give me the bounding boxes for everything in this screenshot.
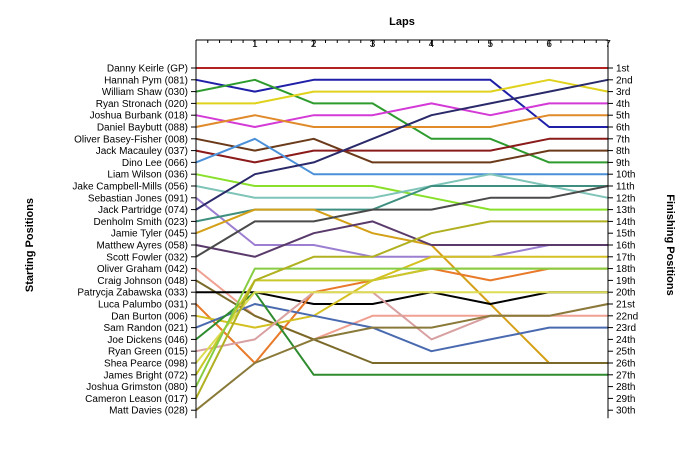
- finish-label: 8th: [616, 146, 630, 157]
- start-label: Jack Macauley (037): [96, 146, 188, 157]
- finish-label: 30th: [616, 406, 635, 417]
- finish-label: 29th: [616, 394, 635, 405]
- series-line-19: [195, 279, 608, 364]
- start-label: Joe Dickens (046): [107, 335, 188, 346]
- lap-label-5: 5: [488, 39, 494, 50]
- start-label: Jake Campbell-Mills (056): [72, 182, 188, 193]
- start-label: Dino Lee (066): [122, 158, 188, 169]
- finish-label: 24th: [616, 335, 635, 346]
- series-line-20: [196, 291, 608, 305]
- finish-label: 19th: [616, 276, 635, 287]
- start-label: Joshua Grimston (080): [86, 382, 188, 393]
- axis-labels: 1 2 3 4 5 6 7 Danny Keirle (GP)Hannah Pym (081)…: [72, 39, 638, 417]
- lap-label-1: 1: [252, 39, 258, 50]
- series-line-15: [195, 208, 608, 364]
- finish-label: 15th: [616, 229, 635, 240]
- series-line-3: [195, 78, 608, 164]
- start-label: William Shaw (030): [102, 87, 188, 98]
- start-label: Jack Partridge (074): [98, 205, 188, 216]
- lap-label-6: 6: [546, 39, 552, 50]
- start-label: Cameron Leason (017): [85, 394, 188, 405]
- finish-label: 21st: [616, 300, 635, 311]
- series-lines: [195, 67, 609, 411]
- start-label: Ryan Green (015): [108, 347, 188, 358]
- series-line-25: [195, 291, 609, 353]
- finish-label: 3rd: [616, 87, 630, 98]
- finish-label: 5th: [616, 111, 630, 122]
- finish-label: 4th: [616, 99, 630, 110]
- start-label: Jamie Tyler (045): [111, 229, 188, 240]
- start-label: Joshua Burbank (018): [90, 111, 188, 122]
- lap-label-7: 7: [605, 39, 611, 50]
- start-label: Danny Keirle (GP): [107, 64, 188, 75]
- series-line-29: [195, 220, 608, 399]
- finish-label: 28th: [616, 382, 635, 393]
- start-label: Matt Davies (028): [109, 406, 188, 417]
- start-label: Shea Pearce (098): [104, 359, 188, 370]
- start-label: Craig Johnson (048): [97, 276, 188, 287]
- finish-label: 16th: [616, 241, 635, 252]
- start-label: Sam Randon (021): [104, 323, 189, 334]
- finish-label: 2nd: [616, 75, 633, 86]
- series-line-28: [195, 267, 608, 388]
- finish-label: 11th: [616, 182, 635, 193]
- start-label: James Bright (072): [104, 370, 188, 381]
- start-label: Daniel Baybutt (088): [97, 123, 188, 134]
- finish-label: 23rd: [616, 323, 636, 334]
- series-line-4: [196, 78, 609, 105]
- left-axis-title: Starting Positions: [24, 198, 36, 292]
- start-label: Ryan Stronach (020): [96, 99, 188, 110]
- lap-label-3: 3: [370, 39, 376, 50]
- series-line-13: [195, 78, 609, 211]
- finish-label: 10th: [616, 170, 635, 181]
- start-label: Sebastian Jones (091): [88, 193, 188, 204]
- finish-label: 9th: [616, 158, 630, 169]
- start-label: Patrycja Zabawska (033): [77, 288, 188, 299]
- finish-label: 26th: [616, 359, 635, 370]
- finish-label: 20th: [616, 288, 635, 299]
- finish-label: 13th: [616, 205, 635, 216]
- series-line-24: [195, 291, 608, 376]
- start-label: Denholm Smith (023): [94, 217, 188, 228]
- start-label: Oliver Graham (042): [97, 264, 188, 275]
- start-label: Oliver Basey-Fisher (008): [74, 134, 188, 145]
- start-label: Matthew Ayres (058): [96, 241, 188, 252]
- finish-label: 6th: [616, 123, 630, 134]
- right-axis-title: Finishing Positions: [664, 194, 676, 295]
- finish-label: 27th: [616, 370, 635, 381]
- finish-label: 14th: [616, 217, 635, 228]
- series-line-11: [195, 173, 609, 199]
- lap-label-2: 2: [311, 39, 317, 50]
- finish-label: 7th: [616, 134, 630, 145]
- series-line-5: [195, 102, 608, 128]
- start-label: Hannah Pym (081): [104, 75, 188, 86]
- finish-label: 18th: [616, 264, 635, 275]
- start-label: Liam Wilson (036): [107, 170, 188, 181]
- finish-label: 22nd: [616, 311, 638, 322]
- lap-label-4: 4: [429, 39, 435, 50]
- series-line-8: [195, 137, 608, 164]
- series-line-9: [195, 137, 608, 176]
- start-label: Luca Palumbo (031): [98, 300, 188, 311]
- axes: [191, 39, 613, 419]
- series-line-2: [195, 78, 608, 128]
- series-line-26: [195, 291, 608, 364]
- series-line-12: [195, 197, 608, 258]
- start-label: Dan Burton (006): [111, 311, 188, 322]
- start-label: Scott Fowler (032): [106, 252, 188, 263]
- series-line-7: [195, 137, 608, 164]
- finish-label: 17th: [616, 252, 635, 263]
- series-line-17: [195, 185, 609, 258]
- finish-label: 12th: [616, 193, 635, 204]
- finish-label: 25th: [616, 347, 635, 358]
- series-line-16: [195, 220, 608, 258]
- series-line-30: [195, 303, 609, 411]
- chart-title: Laps: [389, 16, 415, 28]
- finish-label: 1st: [616, 64, 630, 75]
